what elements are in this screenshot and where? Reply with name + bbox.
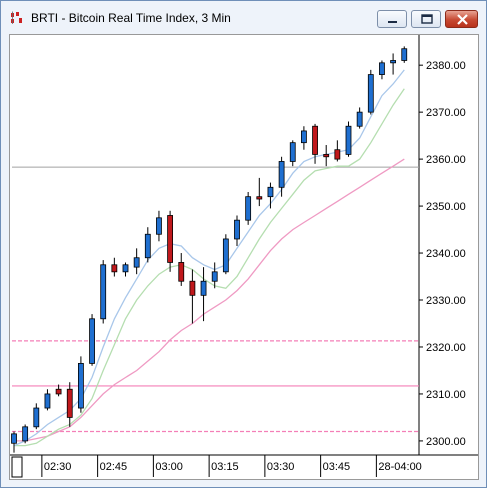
candle-body <box>300 130 307 144</box>
close-button[interactable] <box>445 10 478 28</box>
x-tick-label: 03:15 <box>211 461 239 473</box>
y-tick-label: 2310.00 <box>426 389 466 401</box>
candle-body <box>33 407 40 428</box>
y-tick-label: 2320.00 <box>426 342 466 354</box>
y-tick-label: 2330.00 <box>426 295 466 307</box>
minimize-button[interactable] <box>377 10 407 28</box>
y-tick-label: 2340.00 <box>426 248 466 260</box>
x-tick-label: 03:30 <box>267 461 295 473</box>
candle-body <box>133 257 140 268</box>
candle-body <box>55 388 62 395</box>
candle-body <box>44 393 51 409</box>
title-bar[interactable]: BRTI - Bitcoin Real Time Index, 3 Min <box>1 1 486 34</box>
candle-body <box>211 271 218 282</box>
candle-body <box>367 74 374 113</box>
chart-app-icon[interactable] <box>10 11 24 25</box>
candle-body <box>11 433 17 444</box>
x-tick-label: 03:00 <box>155 461 183 473</box>
candle-body <box>122 264 129 273</box>
candle-body <box>144 233 151 259</box>
x-tick-label: 02:45 <box>100 461 128 473</box>
y-tick-label: 2360.00 <box>426 154 466 166</box>
candle-body <box>100 264 107 320</box>
x-tick-label: 03:45 <box>323 461 351 473</box>
candle-body <box>189 280 196 296</box>
candle-body <box>234 219 240 240</box>
candle-body <box>22 426 29 442</box>
maximize-button[interactable] <box>411 10 441 28</box>
candle-body <box>345 125 352 155</box>
candle-body <box>200 280 207 296</box>
close-icon <box>457 14 468 25</box>
candle-body <box>167 215 174 263</box>
candle-body <box>289 142 296 162</box>
candle-body <box>78 363 84 409</box>
y-tick-label: 2300.00 <box>426 436 466 448</box>
candle-body <box>66 388 73 418</box>
y-tick-label: 2350.00 <box>426 201 466 213</box>
time-axis-marker <box>11 456 23 478</box>
candle-body <box>89 318 95 364</box>
window-title: BRTI - Bitcoin Real Time Index, 3 Min <box>31 11 231 25</box>
y-tick-label: 2380.00 <box>426 60 466 72</box>
x-tick-label: 02:30 <box>44 461 72 473</box>
candle-body <box>278 161 285 188</box>
price-chart[interactable]: 2300.00 2310.00 2320.00 2330.00 2340.00 2350.… <box>10 35 478 479</box>
maximize-icon <box>421 14 433 24</box>
x-tick-label: 28-04:00 <box>378 461 421 473</box>
moving-average-mid <box>14 88 405 447</box>
candle-body <box>245 196 252 221</box>
moving-average-slow <box>14 158 405 442</box>
candle-body <box>379 62 385 75</box>
candle-body <box>222 238 229 273</box>
candle-body <box>390 60 397 64</box>
minimize-icon <box>388 21 397 23</box>
candle-body <box>111 264 118 273</box>
candle-body <box>356 111 363 127</box>
candle-body <box>401 48 408 61</box>
candle-body <box>178 262 185 282</box>
chart-panel[interactable]: 2300.00 2310.00 2320.00 2330.00 2340.00 2350.… <box>9 34 479 480</box>
candle-body <box>256 196 263 200</box>
y-tick-label: 2370.00 <box>426 107 466 119</box>
candle-body <box>334 149 341 160</box>
candle-body <box>312 125 318 155</box>
candle-body <box>156 217 162 235</box>
candle-body <box>323 154 330 158</box>
candle-body <box>267 186 274 198</box>
